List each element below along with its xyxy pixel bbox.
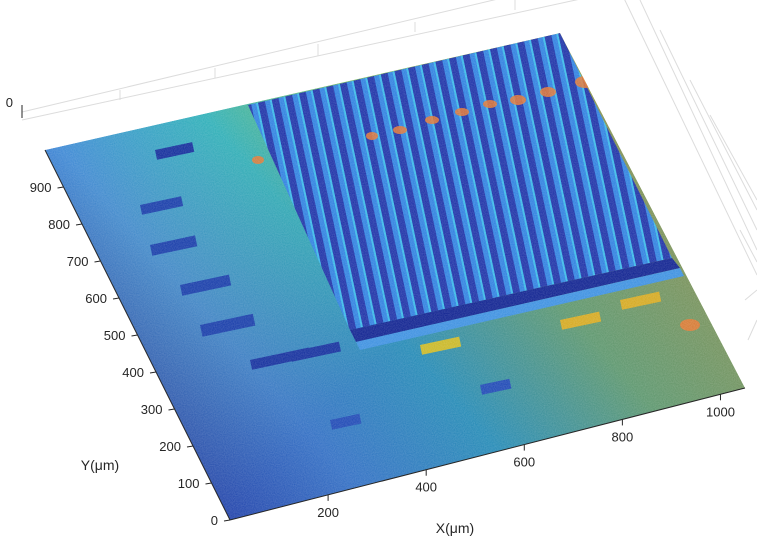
y-tick-mark (94, 260, 101, 263)
x-axis-label: X(μm) (436, 520, 474, 536)
y-axis: 0 100 200 300 400 500 600 700 800 900 Y(μm) (30, 149, 231, 528)
y-tick-mark (57, 186, 64, 189)
x-tick-label: 800 (612, 429, 634, 444)
y-tick-label: 700 (67, 254, 89, 269)
x-tick-label: 600 (513, 455, 535, 470)
y-tick-mark (112, 297, 120, 300)
y-tick-mark (149, 371, 157, 374)
y-tick-label: 500 (104, 328, 126, 343)
x-tick-label: 1000 (706, 404, 735, 419)
y-tick-label: 800 (48, 217, 70, 232)
y-tick-mark (168, 408, 175, 411)
y-tick-mark (186, 445, 194, 448)
x-tick-label: 200 (317, 505, 339, 520)
y-tick-label: 900 (30, 180, 52, 195)
y-tick-mark (205, 482, 212, 485)
y-tick-mark (75, 223, 83, 226)
y-tick-label: 600 (85, 291, 107, 306)
x-tick-label: 400 (415, 480, 437, 495)
y-tick-label: 400 (122, 365, 144, 380)
x-axis: 200 400 600 800 1000 X(μm) (229, 387, 746, 536)
y-tick-mark (223, 519, 231, 522)
y-axis-label: Y(μm) (81, 457, 119, 473)
y-tick-label: 0 (211, 513, 218, 528)
y-tick-mark (131, 334, 138, 337)
grid-lines (21, 0, 757, 341)
surface (45, 33, 745, 520)
z-tick-label: 0 (6, 95, 13, 110)
y-tick-label: 100 (178, 476, 200, 491)
y-tick-label: 300 (141, 402, 163, 417)
z-axis: 0 (6, 95, 23, 118)
y-tick-label: 200 (159, 439, 181, 454)
